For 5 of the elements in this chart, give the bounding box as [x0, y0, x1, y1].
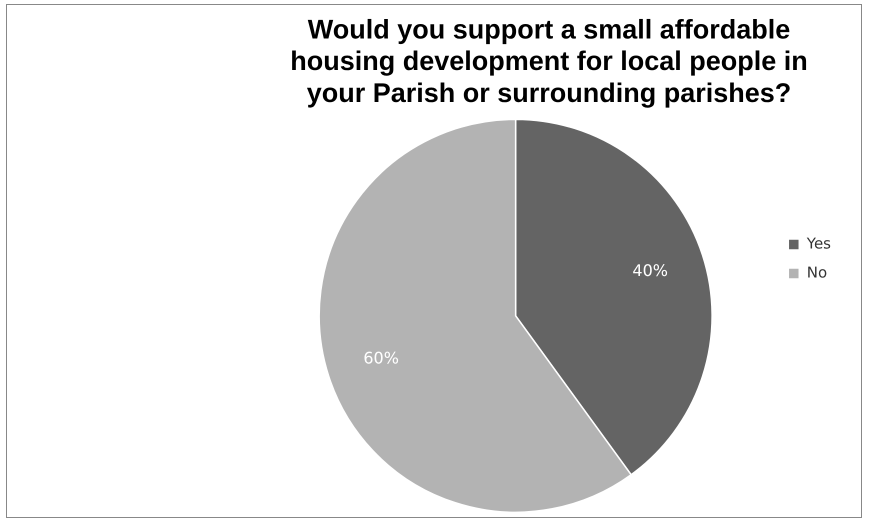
- chart-title: Would you support a small affordable housing development for local people in your Parish or surrounding parishes?: [290, 14, 808, 108]
- legend-label: Yes: [806, 234, 832, 252]
- data-label: 60%: [363, 348, 399, 368]
- data-label: 40%: [632, 261, 668, 280]
- legend-label: No: [806, 263, 828, 282]
